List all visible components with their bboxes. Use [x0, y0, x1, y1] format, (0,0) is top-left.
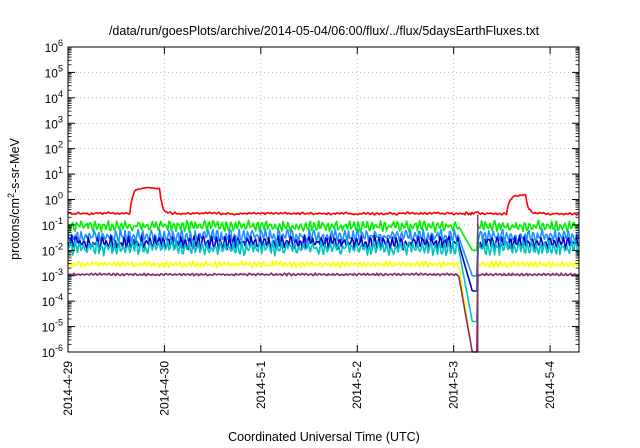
y-label-post: -s-sr-MeV: [8, 137, 22, 193]
y-tick-label: 106: [45, 38, 63, 55]
x-axis-ticks: 2014-4-29 2014-4-30 2014-5-1 2014-5-2 2014-5…: [61, 47, 557, 416]
y-tick-label: 102: [45, 140, 63, 157]
series-line: [67, 272, 580, 353]
y-tick-label: 10-5: [42, 318, 63, 335]
y-label-pre: protons/cm: [8, 198, 22, 260]
y-axis-ticks: 10-6 10-5 10-4 10-3 10-2 10-1 100 101 102 103 104 1…: [42, 38, 579, 360]
series-line: [67, 238, 580, 323]
y-tick-label: 10-6: [42, 343, 63, 360]
y-tick-label: 100: [45, 191, 63, 208]
y-tick-label: 104: [45, 89, 63, 106]
x-tick-label: 2014-5-3: [447, 361, 461, 409]
y-tick-label: 101: [45, 165, 63, 182]
series-line: [67, 219, 580, 252]
series-line: [67, 260, 580, 353]
chart-title: /data/run/goesPlots/archive/2014-05-04/0…: [109, 24, 540, 38]
x-tick-label: 2014-5-1: [254, 361, 268, 409]
x-tick-label: 2014-5-4: [543, 361, 557, 409]
y-tick-label: 10-3: [42, 267, 63, 284]
y-axis-label: protons/cm2-s-sr-MeV: [6, 137, 22, 259]
x-tick-label: 2014-5-2: [350, 361, 364, 409]
y-label-sup: 2: [6, 193, 16, 198]
x-axis-label: Coordinated Universal Time (UTC): [228, 430, 420, 444]
grid-lines: [68, 47, 579, 352]
series-line: [67, 228, 580, 277]
series-lines: [67, 186, 580, 353]
x-tick-label: 2014-4-30: [157, 361, 171, 416]
y-tick-label: 10-2: [42, 241, 63, 258]
y-tick-label: 10-4: [42, 292, 63, 309]
y-tick-label: 105: [45, 63, 63, 80]
x-tick-label: 2014-4-29: [61, 361, 75, 416]
series-line: [67, 186, 580, 216]
y-tick-label: 103: [45, 114, 63, 131]
y-tick-label: 10-1: [42, 216, 63, 233]
